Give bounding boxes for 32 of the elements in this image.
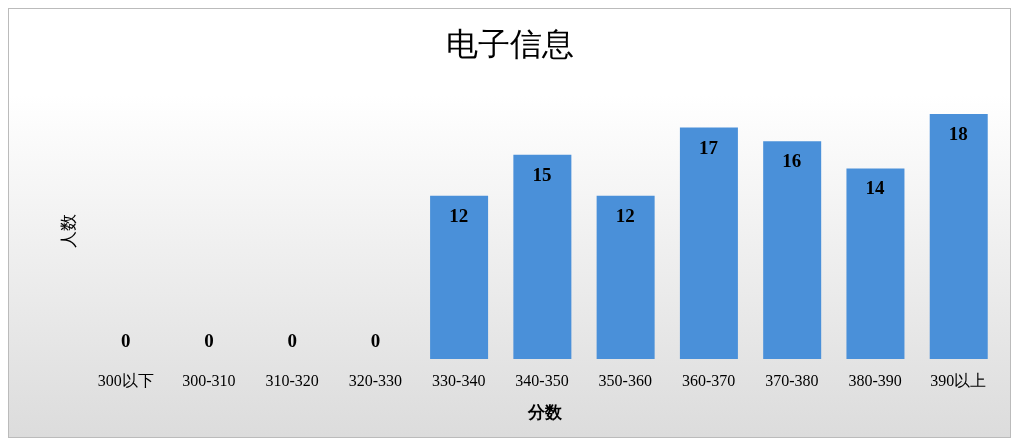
data-label: 16 — [782, 150, 802, 172]
x-tick-label: 380-390 — [848, 372, 902, 390]
data-label: 0 — [120, 330, 131, 351]
data-label: 0 — [287, 330, 297, 351]
bar — [846, 168, 905, 359]
x-tick-label: 310-320 — [265, 372, 319, 390]
x-tick-label: 390以上 — [930, 372, 987, 390]
data-label: 0 — [204, 330, 214, 351]
data-label: 12 — [449, 204, 469, 226]
data-label: 14 — [865, 177, 886, 199]
bar — [596, 195, 655, 359]
data-label: 15 — [532, 163, 552, 185]
x-tick-label: 300-310 — [182, 372, 236, 390]
x-tick-label: 300以下 — [97, 372, 154, 390]
data-label: 12 — [615, 204, 635, 226]
x-axis-title: 分数 — [526, 402, 563, 424]
x-tick-label: 350-360 — [598, 372, 652, 390]
x-tick-label: 320-330 — [348, 372, 403, 390]
x-tick-label: 370-380 — [765, 372, 819, 390]
x-tick-label: 340-350 — [515, 372, 569, 390]
y-axis-title: 人数 — [57, 213, 79, 248]
bar — [513, 154, 572, 359]
data-label: 0 — [370, 330, 381, 351]
x-tick-label: 360-370 — [681, 372, 736, 390]
x-tick-label: 330-340 — [432, 372, 486, 390]
bar — [679, 127, 738, 359]
bar — [929, 114, 988, 359]
chart-title: 电子信息 — [444, 24, 575, 65]
bar — [763, 141, 822, 359]
bar — [430, 195, 489, 359]
data-label: 17 — [699, 136, 719, 158]
data-label: 18 — [948, 123, 968, 144]
